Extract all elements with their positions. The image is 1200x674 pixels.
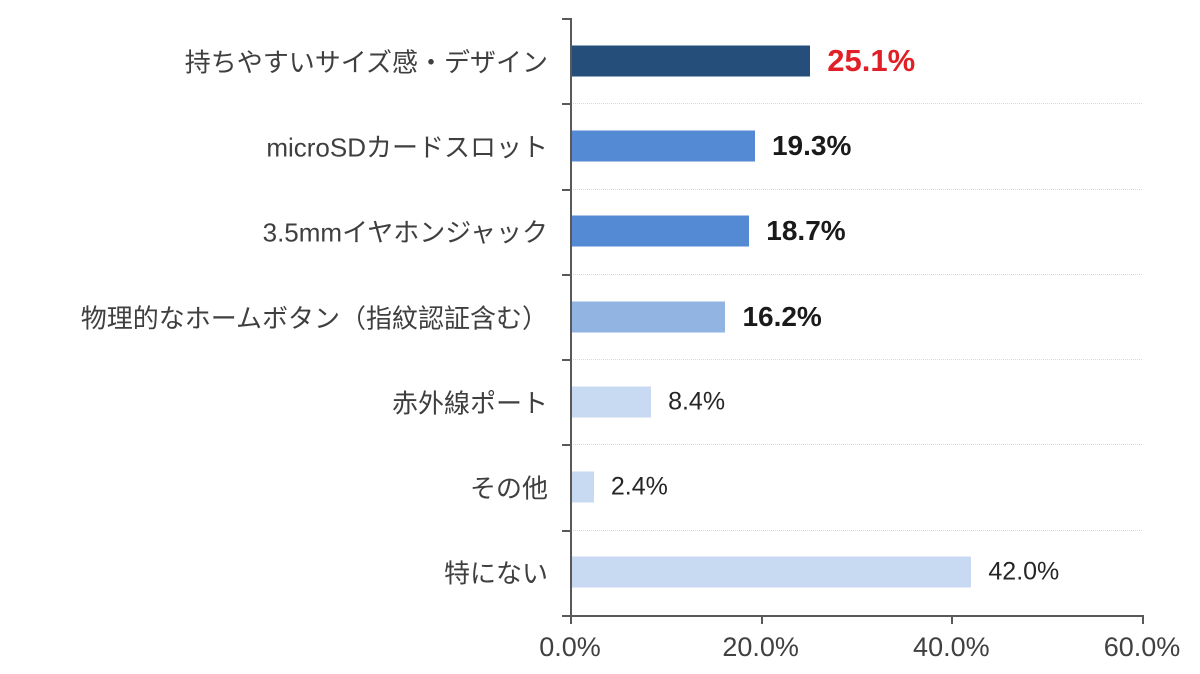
category-label: 赤外線ポート	[391, 388, 548, 419]
x-axis	[570, 615, 1144, 617]
x-axis-tick	[951, 615, 954, 624]
category-label: 物理的なホームボタン（指紋認証含む）	[80, 303, 548, 333]
x-tick-label: 40.0%	[913, 632, 990, 662]
category-label: 持ちやすいサイズ感・デザイン	[184, 47, 548, 78]
value-label: 18.7%	[766, 215, 846, 247]
category-label: 3.5mmイヤホンジャック	[262, 217, 548, 248]
bar	[571, 45, 811, 77]
bar	[571, 386, 652, 418]
bar	[571, 471, 594, 503]
category-label: 特にない	[443, 558, 548, 589]
category-label: その他	[469, 473, 548, 504]
value-label: 25.1%	[827, 42, 916, 78]
x-axis-tick	[760, 615, 763, 624]
x-tick-label: 60.0%	[1103, 632, 1181, 662]
value-label: 2.4%	[610, 472, 668, 501]
y-axis-tick	[562, 359, 570, 362]
y-axis-tick	[562, 529, 570, 532]
y-axis-tick	[562, 188, 570, 191]
bar	[571, 556, 972, 588]
value-label: 8.4%	[668, 387, 726, 416]
x-tick-label: 0.0%	[539, 632, 601, 662]
category-gridline	[570, 188, 1142, 190]
y-axis-tick	[562, 615, 570, 617]
category-gridline	[570, 273, 1142, 275]
y-axis-tick	[562, 444, 570, 447]
bar	[571, 130, 755, 162]
bar	[571, 215, 750, 247]
x-tick-label: 20.0%	[722, 632, 799, 662]
category-gridline	[570, 529, 1142, 531]
y-axis-tick	[562, 18, 570, 20]
x-axis-tick	[1142, 615, 1144, 624]
bar	[571, 301, 726, 332]
y-axis-tick	[562, 103, 570, 106]
value-label: 42.0%	[988, 557, 1060, 586]
category-gridline	[570, 103, 1142, 105]
y-axis	[570, 18, 572, 624]
value-label: 16.2%	[742, 300, 822, 332]
category-gridline	[570, 359, 1142, 361]
category-gridline	[570, 444, 1142, 446]
y-axis-tick	[562, 273, 570, 276]
value-label: 19.3%	[771, 129, 852, 161]
category-label: microSDカードスロット	[266, 132, 548, 163]
